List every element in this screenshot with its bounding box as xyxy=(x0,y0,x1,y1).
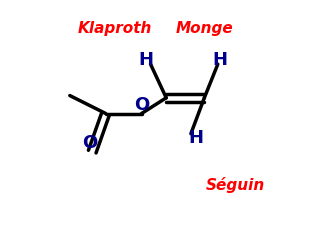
Text: Klaproth: Klaproth xyxy=(78,21,152,36)
Text: Monge: Monge xyxy=(175,21,233,36)
Text: H: H xyxy=(188,129,203,147)
Text: O: O xyxy=(82,134,98,152)
Text: O: O xyxy=(134,96,149,114)
Text: H: H xyxy=(212,51,227,69)
Text: Séguin: Séguin xyxy=(206,177,265,193)
Text: H: H xyxy=(138,51,153,69)
